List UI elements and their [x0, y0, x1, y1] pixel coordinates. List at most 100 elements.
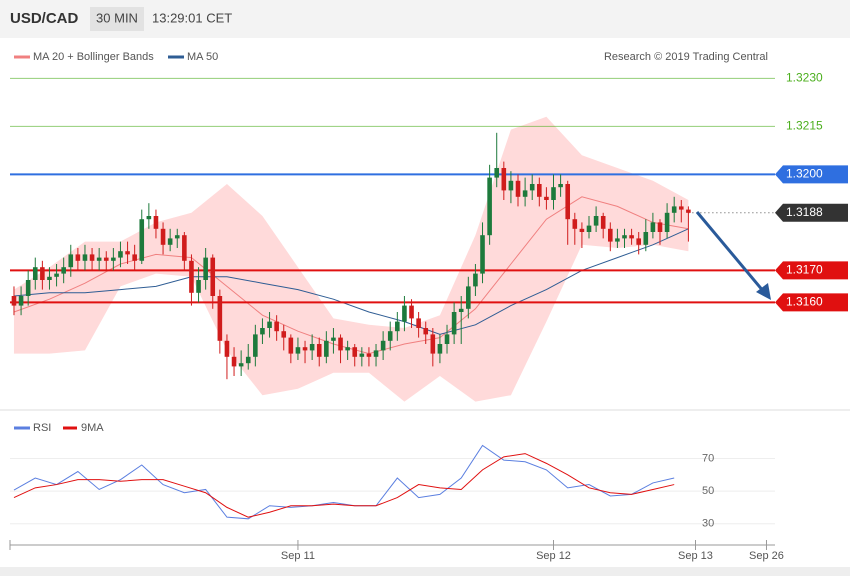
timeframe: 30 MIN [96, 10, 138, 25]
symbol: USD/CAD [10, 10, 79, 27]
candle-body [331, 337, 336, 341]
candle-body [671, 206, 677, 213]
candle-body [316, 344, 322, 357]
candle-body [586, 225, 592, 232]
candle-body [423, 328, 429, 335]
candle-body [189, 260, 194, 293]
rsi-line [13, 453, 675, 518]
candle-body [487, 177, 492, 236]
candle-body [501, 168, 507, 191]
level-tag [775, 261, 848, 280]
candle-body [281, 331, 287, 338]
candle-body [238, 363, 244, 367]
candle-body [146, 216, 152, 220]
candle-body [402, 305, 407, 322]
legend-label: MA 20 + Bollinger Bands [33, 51, 154, 63]
legend-label: 9MA [81, 422, 104, 434]
ma20-line [13, 196, 689, 355]
candle-body [288, 337, 294, 354]
candle-body [537, 184, 542, 197]
candle-body [664, 212, 670, 232]
candle-body [650, 222, 656, 232]
candle-body [89, 254, 95, 261]
candle-body [629, 235, 634, 239]
candle-body [75, 254, 81, 261]
candle-body [600, 216, 606, 229]
x-tick-label: Sep 11 [281, 550, 315, 562]
candle-body [444, 334, 450, 344]
candle-body [125, 251, 130, 255]
ma50-line [13, 228, 689, 335]
candle-body [253, 334, 258, 357]
candle-body [338, 337, 343, 351]
candle-body [451, 312, 457, 335]
candle-body [61, 267, 66, 274]
level-label: 1.3215 [786, 119, 823, 133]
candle-body [565, 184, 571, 220]
candle-body [373, 350, 379, 357]
level-tag [775, 203, 848, 222]
credit: Research © 2019 Trading Central [604, 51, 768, 63]
candle-body [96, 257, 102, 261]
candle-body [47, 276, 52, 280]
level-tag [775, 165, 848, 184]
legend-label: MA 50 [187, 51, 218, 63]
candle-body [54, 273, 59, 277]
candle-body [132, 254, 137, 261]
candle-body [302, 347, 308, 351]
candle-body [458, 308, 464, 312]
candle-body [544, 196, 549, 200]
candle-body [174, 235, 180, 239]
candle-body [380, 340, 386, 351]
candle-body [480, 235, 485, 274]
candle-body [18, 296, 24, 306]
candle-body [32, 267, 38, 280]
candle-body [82, 254, 88, 261]
level-label: 1.3170 [786, 263, 823, 277]
x-tick-label: Sep 13 [678, 550, 713, 562]
candle-body [395, 321, 400, 332]
candle-body [678, 206, 684, 210]
candle-body [366, 353, 372, 357]
candle-body [245, 356, 251, 364]
level-tag [775, 293, 848, 312]
candle-body [494, 168, 500, 178]
level-label: 1.3188 [786, 205, 823, 219]
candle-body [267, 321, 272, 328]
candle-body [437, 344, 443, 354]
candle-body [643, 232, 649, 245]
plot: 1.3230 1.3215 1.3200 1.3188 1.3170 1.3160 30 50… [10, 71, 848, 562]
candle-body [224, 340, 230, 357]
candle-body [11, 296, 17, 306]
candle-body [40, 267, 45, 280]
candle-body [160, 228, 166, 245]
rsi-line [13, 444, 675, 520]
candle-body [572, 219, 578, 229]
scrollbar [0, 567, 850, 576]
candle-body [359, 353, 365, 357]
candle-body [622, 235, 627, 239]
candle-body [409, 305, 414, 319]
legend-label: RSI [33, 422, 51, 434]
candle-body [529, 184, 535, 191]
candle-body [416, 318, 421, 328]
candle-body [139, 219, 145, 261]
candle-body [203, 257, 208, 280]
candle-body [196, 280, 201, 293]
candle-body [508, 180, 514, 191]
candle-body [182, 235, 187, 261]
forecast-arrowhead [756, 283, 771, 300]
candle-body [387, 331, 393, 341]
candle-body [231, 356, 237, 367]
y-tick-label: 70 [702, 452, 714, 464]
candle-body [473, 273, 478, 287]
candle-body [430, 334, 436, 354]
level-label: 1.3230 [786, 71, 823, 85]
time: 13:29:01 CET [152, 10, 232, 25]
candle-body [345, 347, 350, 351]
candle-body [615, 238, 620, 242]
candle-body [25, 280, 31, 296]
